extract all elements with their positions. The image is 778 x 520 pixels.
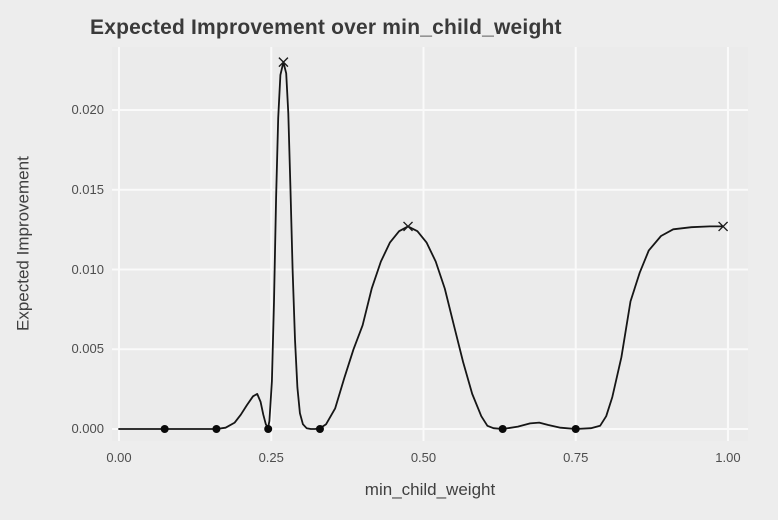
evaluated-point-dot xyxy=(212,425,221,434)
y-tick-label: 0.000 xyxy=(71,421,104,436)
x-tick-label: 0.25 xyxy=(258,450,284,465)
y-tick-label: 0.020 xyxy=(71,102,104,117)
y-tick-label: 0.010 xyxy=(71,261,104,277)
evaluated-point-dot xyxy=(160,425,169,434)
evaluated-point-dot xyxy=(315,425,324,434)
proposed-point-x-marker xyxy=(718,221,729,232)
y-tick-label: 0.005 xyxy=(71,341,104,357)
x-axis-label: min_child_weight xyxy=(364,480,496,499)
x-tick-label: 0.75 xyxy=(563,450,589,465)
chart-title: Expected Improvement over min_child_weig… xyxy=(90,16,562,39)
y-tick-label: 0.015 xyxy=(71,181,104,197)
plot-canvas xyxy=(112,47,748,441)
expected-improvement-curve xyxy=(118,61,724,430)
evaluated-point-dot xyxy=(264,425,273,434)
evaluated-point-dot xyxy=(571,425,580,434)
plot-panel xyxy=(112,47,748,441)
proposed-point-x-marker xyxy=(403,221,414,232)
proposed-point-x-marker xyxy=(278,57,289,68)
x-tick-label: 1.00 xyxy=(715,450,741,465)
x-tick-label: 0.00 xyxy=(106,450,132,465)
x-tick-label: 0.50 xyxy=(410,450,437,465)
evaluated-point-dot xyxy=(498,425,507,434)
